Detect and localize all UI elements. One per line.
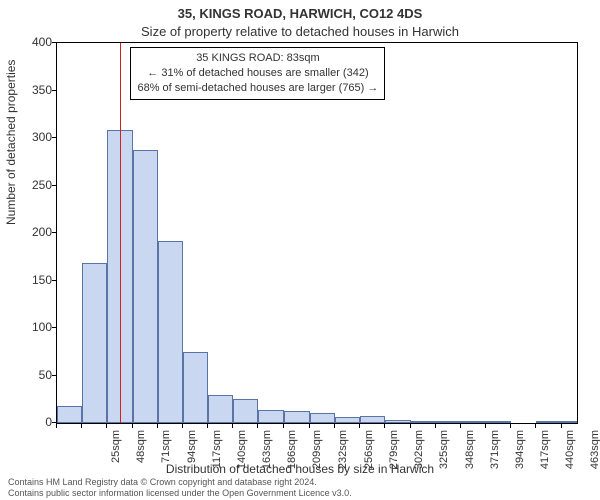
y-tick-label: 200 (12, 225, 52, 239)
y-tick-label: 300 (12, 130, 52, 144)
x-tick-mark (359, 424, 360, 428)
x-tick-mark (510, 424, 511, 428)
page-title: 35, KINGS ROAD, HARWICH, CO12 4DS (0, 6, 600, 21)
footer-line-2: Contains public sector information licen… (8, 488, 592, 498)
x-tick-mark (334, 424, 335, 428)
x-tick-mark (485, 424, 486, 428)
x-tick-mark (257, 424, 258, 428)
histogram-bar (486, 421, 511, 423)
histogram-bar (284, 411, 310, 423)
x-tick-mark (410, 424, 411, 428)
histogram-bar (82, 263, 107, 423)
histogram-bar (436, 421, 461, 423)
x-tick-mark (384, 424, 385, 428)
y-tick-label: 100 (12, 320, 52, 334)
x-tick-mark (157, 424, 158, 428)
x-tick-mark (460, 424, 461, 428)
footer: Contains HM Land Registry data © Crown c… (8, 477, 592, 498)
annotation-line: 68% of semi-detached houses are larger (… (137, 81, 378, 96)
chart-container: 35, KINGS ROAD, HARWICH, CO12 4DS Size o… (0, 0, 600, 500)
y-tick-label: 50 (12, 368, 52, 382)
histogram-bar (461, 421, 486, 423)
histogram-bar (536, 421, 561, 423)
chart-subtitle: Size of property relative to detached ho… (0, 24, 600, 39)
y-tick-mark (52, 375, 56, 376)
x-tick-mark (132, 424, 133, 428)
histogram-bar (57, 406, 82, 423)
x-tick-mark (207, 424, 208, 428)
property-marker-line (120, 43, 121, 423)
histogram-bar (133, 150, 158, 423)
histogram-bar (158, 241, 183, 423)
y-tick-mark (52, 327, 56, 328)
y-tick-label: 0 (12, 415, 52, 429)
histogram-bar (562, 421, 577, 423)
y-tick-mark (52, 137, 56, 138)
histogram-bar (411, 421, 436, 423)
y-tick-label: 400 (12, 35, 52, 49)
histogram-bar (208, 395, 233, 424)
histogram-bar (385, 420, 410, 423)
x-tick-mark (535, 424, 536, 428)
y-tick-label: 250 (12, 178, 52, 192)
x-tick-mark (106, 424, 107, 428)
y-tick-mark (52, 185, 56, 186)
annotation-line: 35 KINGS ROAD: 83sqm (137, 51, 378, 66)
histogram-bar (183, 352, 208, 423)
y-tick-mark (52, 232, 56, 233)
y-tick-mark (52, 42, 56, 43)
x-tick-mark (182, 424, 183, 428)
x-tick-mark (283, 424, 284, 428)
x-tick-mark (81, 424, 82, 428)
x-tick-mark (561, 424, 562, 428)
y-tick-label: 150 (12, 273, 52, 287)
x-tick-mark (56, 424, 57, 428)
histogram-bar (233, 399, 258, 423)
x-tick-mark (232, 424, 233, 428)
histogram-bar (335, 417, 360, 423)
y-tick-mark (52, 280, 56, 281)
x-tick-mark (435, 424, 436, 428)
y-tick-label: 350 (12, 83, 52, 97)
annotation-line: ← 31% of detached houses are smaller (34… (137, 66, 378, 81)
y-tick-mark (52, 422, 56, 423)
histogram-bar (310, 413, 335, 423)
plot-area: 35 KINGS ROAD: 83sqm← 31% of detached ho… (56, 42, 578, 424)
histogram-bar (258, 410, 283, 423)
footer-line-1: Contains HM Land Registry data © Crown c… (8, 477, 592, 487)
histogram-bar (360, 416, 385, 423)
x-tick-mark (309, 424, 310, 428)
x-axis-label: Distribution of detached houses by size … (0, 462, 600, 476)
y-tick-mark (52, 90, 56, 91)
annotation-box: 35 KINGS ROAD: 83sqm← 31% of detached ho… (130, 47, 385, 100)
